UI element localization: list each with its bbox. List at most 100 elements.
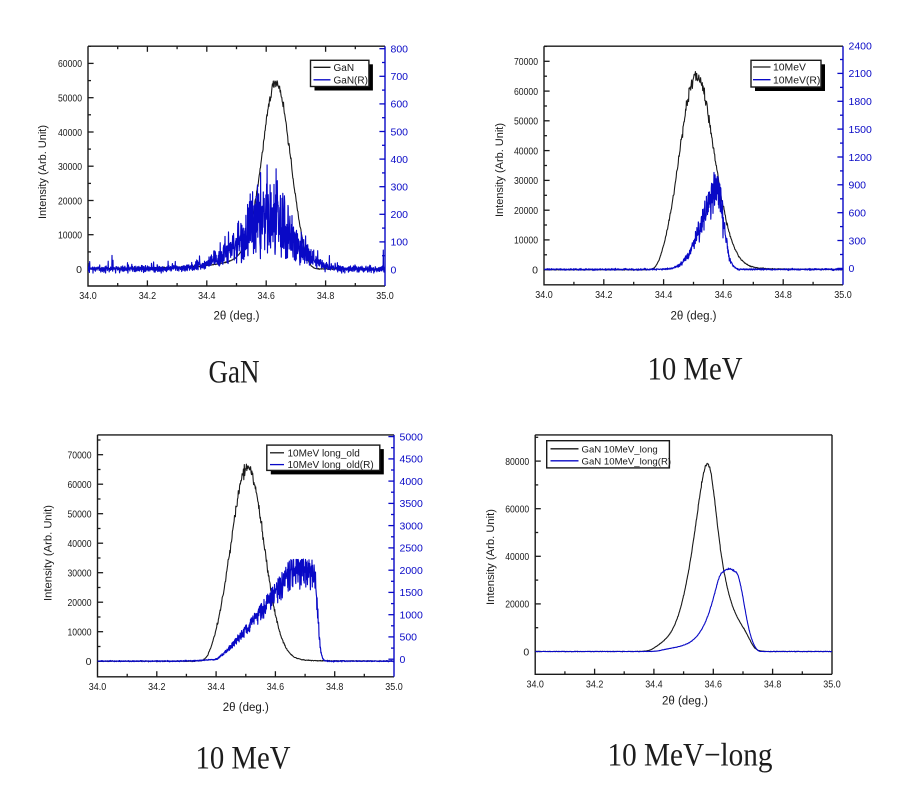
svg-text:60000: 60000 (505, 504, 529, 516)
svg-text:600: 600 (391, 99, 409, 111)
svg-text:35.0: 35.0 (385, 682, 403, 693)
svg-text:600: 600 (849, 208, 867, 220)
svg-text:1000: 1000 (400, 610, 424, 622)
svg-text:35.0: 35.0 (376, 291, 394, 302)
svg-text:500: 500 (400, 632, 418, 644)
svg-text:10 MeV: 10 MeV (196, 741, 291, 777)
svg-text:GaN: GaN (209, 355, 260, 391)
svg-text:60000: 60000 (68, 479, 92, 491)
svg-text:20000: 20000 (58, 195, 82, 207)
svg-text:800: 800 (391, 44, 409, 56)
svg-text:10 MeV: 10 MeV (648, 352, 743, 388)
svg-text:34.6: 34.6 (267, 682, 285, 693)
svg-text:34.2: 34.2 (595, 290, 613, 301)
svg-text:GaN: GaN (334, 63, 355, 74)
svg-text:10000: 10000 (514, 235, 538, 247)
svg-text:Intensity (Arb. Unit): Intensity (Arb. Unit) (494, 123, 506, 217)
svg-text:60000: 60000 (514, 86, 538, 98)
svg-text:34.2: 34.2 (586, 679, 604, 690)
svg-text:900: 900 (849, 180, 867, 192)
svg-text:2100: 2100 (849, 68, 873, 80)
svg-text:0: 0 (523, 646, 529, 658)
svg-text:34.8: 34.8 (326, 682, 344, 693)
svg-text:0: 0 (76, 264, 82, 276)
svg-text:10MeV long_old: 10MeV long_old (288, 448, 360, 459)
svg-text:20000: 20000 (68, 597, 92, 609)
svg-text:34.6: 34.6 (258, 291, 276, 302)
svg-text:35.0: 35.0 (834, 290, 852, 301)
svg-text:1200: 1200 (849, 152, 873, 164)
svg-text:34.8: 34.8 (775, 290, 793, 301)
svg-text:34.6: 34.6 (715, 290, 733, 301)
svg-text:34.0: 34.0 (79, 291, 97, 302)
svg-text:2θ (deg.): 2θ (deg.) (662, 696, 708, 708)
svg-text:GaN 10MeV_long: GaN 10MeV_long (582, 444, 658, 455)
svg-text:Intensity (Arb. Unit): Intensity (Arb. Unit) (37, 125, 49, 219)
svg-text:40000: 40000 (68, 538, 92, 550)
svg-text:700: 700 (391, 71, 409, 83)
svg-text:50000: 50000 (58, 93, 82, 105)
svg-text:30000: 30000 (58, 161, 82, 173)
svg-text:50000: 50000 (68, 509, 92, 521)
svg-text:0: 0 (86, 656, 92, 668)
svg-text:300: 300 (391, 182, 409, 194)
svg-text:50000: 50000 (514, 116, 538, 128)
svg-text:10000: 10000 (58, 230, 82, 242)
svg-text:0: 0 (400, 654, 406, 666)
svg-text:34.0: 34.0 (89, 682, 107, 693)
svg-text:30000: 30000 (514, 175, 538, 187)
svg-text:34.6: 34.6 (705, 679, 723, 690)
svg-text:34.0: 34.0 (535, 290, 553, 301)
svg-text:60000: 60000 (58, 58, 82, 70)
svg-text:40000: 40000 (505, 551, 529, 563)
svg-text:4500: 4500 (400, 454, 424, 466)
svg-text:20000: 20000 (514, 205, 538, 217)
svg-text:1500: 1500 (849, 124, 873, 136)
svg-text:35.0: 35.0 (823, 679, 841, 690)
svg-text:2400: 2400 (849, 40, 873, 52)
svg-text:40000: 40000 (514, 145, 538, 157)
svg-text:400: 400 (391, 154, 409, 166)
svg-text:34.8: 34.8 (317, 291, 335, 302)
svg-text:34.8: 34.8 (764, 679, 782, 690)
svg-text:Intensity (Arb. Unit): Intensity (Arb. Unit) (485, 509, 497, 605)
svg-text:0: 0 (849, 263, 855, 275)
svg-text:0: 0 (391, 264, 397, 276)
svg-text:2500: 2500 (400, 543, 424, 555)
svg-text:70000: 70000 (514, 56, 538, 68)
svg-text:10MeV: 10MeV (773, 63, 806, 74)
svg-text:34.0: 34.0 (527, 679, 545, 690)
svg-text:80000: 80000 (505, 456, 529, 468)
svg-text:200: 200 (391, 209, 409, 221)
svg-text:3500: 3500 (400, 498, 424, 510)
svg-text:34.4: 34.4 (655, 290, 673, 301)
svg-text:34.2: 34.2 (139, 291, 157, 302)
svg-text:70000: 70000 (68, 450, 92, 462)
svg-text:34.4: 34.4 (198, 291, 216, 302)
svg-text:20000: 20000 (505, 599, 529, 611)
svg-text:34.4: 34.4 (645, 679, 663, 690)
svg-text:10MeV(R): 10MeV(R) (773, 75, 820, 86)
svg-text:GaN 10MeV_long(R): GaN 10MeV_long(R) (582, 456, 672, 467)
svg-text:Intensity (Arb. Unit): Intensity (Arb. Unit) (43, 505, 55, 601)
svg-text:5000: 5000 (400, 431, 424, 443)
svg-text:10MeV long_old(R): 10MeV long_old(R) (288, 460, 374, 471)
svg-text:2θ (deg.): 2θ (deg.) (223, 702, 269, 714)
svg-text:GaN(R): GaN(R) (334, 75, 368, 86)
svg-text:100: 100 (391, 237, 409, 249)
svg-text:4000: 4000 (400, 476, 424, 488)
svg-text:10 MeV−long: 10 MeV−long (608, 738, 773, 774)
svg-text:34.2: 34.2 (148, 682, 166, 693)
svg-text:0: 0 (532, 265, 538, 277)
svg-text:3000: 3000 (400, 520, 424, 532)
svg-text:300: 300 (849, 235, 867, 247)
svg-text:30000: 30000 (68, 568, 92, 580)
svg-text:1800: 1800 (849, 96, 873, 108)
svg-text:40000: 40000 (58, 127, 82, 139)
svg-text:1500: 1500 (400, 587, 424, 599)
svg-text:10000: 10000 (68, 627, 92, 639)
svg-text:500: 500 (391, 126, 409, 138)
svg-text:2000: 2000 (400, 565, 424, 577)
svg-text:2θ (deg.): 2θ (deg.) (670, 311, 716, 323)
svg-text:2θ (deg.): 2θ (deg.) (213, 311, 259, 323)
